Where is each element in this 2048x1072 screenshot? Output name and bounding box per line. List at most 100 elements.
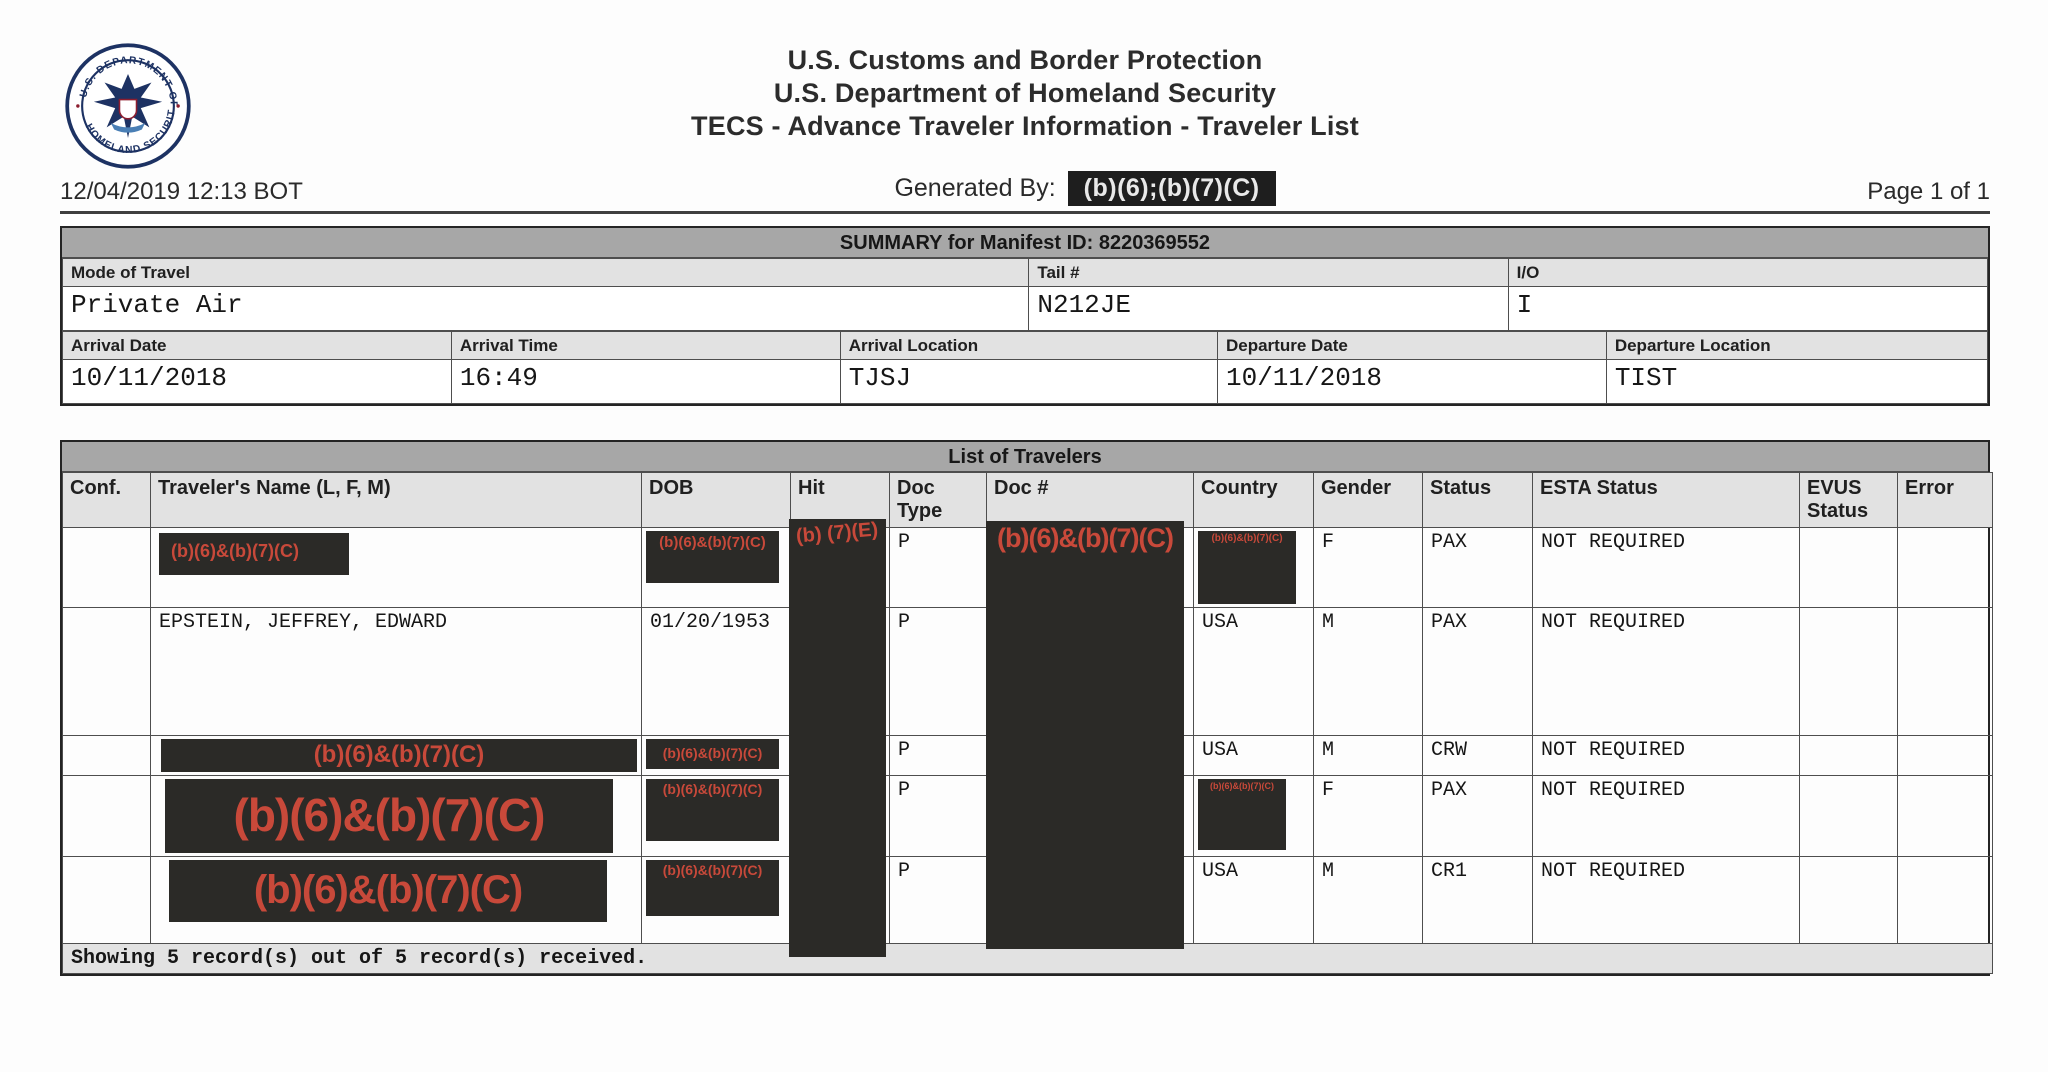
- country-redaction-box: (b)(6)&(b)(7)(C): [1198, 779, 1286, 850]
- travelers-footer-row: Showing 5 record(s) out of 5 record(s) r…: [62, 943, 1993, 974]
- document-title-block: U.S. Customs and Border Protection U.S. …: [60, 0, 1990, 143]
- cell-country: (b)(6)&(b)(7)(C): [1193, 527, 1314, 608]
- label-mode-of-travel: Mode of Travel: [61, 258, 1030, 287]
- label-arrival-time: Arrival Time: [450, 331, 841, 360]
- cell-dob: (b)(6)&(b)(7)(C): [641, 775, 791, 857]
- cell-conf: [62, 775, 151, 857]
- title-report: TECS - Advance Traveler Information - Tr…: [691, 111, 1359, 141]
- cell-conf: [62, 527, 151, 608]
- cell-esta: NOT REQUIRED: [1532, 856, 1800, 944]
- name-redaction-box: (b)(6)&(b)(7)(C): [161, 739, 637, 772]
- summary-row2-table: Arrival Date Arrival Time Arrival Locati…: [62, 331, 1989, 404]
- cell-doc-type: P: [889, 607, 987, 736]
- value-departure-location: TIST: [1605, 359, 1989, 404]
- cell-esta: NOT REQUIRED: [1532, 735, 1800, 776]
- cell-error: [1897, 527, 1993, 608]
- label-io: I/O: [1507, 258, 1989, 287]
- hit-redaction-text: (b) (7)(E): [795, 518, 880, 548]
- cell-evus: [1799, 775, 1898, 857]
- cell-doc-type: P: [889, 527, 987, 608]
- cell-gender: F: [1313, 527, 1423, 608]
- col-evus-status: EVUS Status: [1799, 472, 1898, 528]
- cell-status: PAX: [1422, 527, 1533, 608]
- cell-doc-type: P: [889, 775, 987, 857]
- cell-conf: [62, 856, 151, 944]
- col-country: Country: [1193, 472, 1314, 528]
- cell-doc-type: P: [889, 856, 987, 944]
- cell-country: USA: [1193, 856, 1314, 944]
- cell-conf: [62, 735, 151, 776]
- cell-evus: [1799, 527, 1898, 608]
- cell-status: PAX: [1422, 607, 1533, 736]
- cell-name: (b)(6)&(b)(7)(C): [150, 735, 642, 776]
- summary-table: SUMMARY for Manifest ID: 8220369552 Mode…: [60, 226, 1990, 406]
- cell-error: [1897, 856, 1993, 944]
- cell-dob: (b)(6)&(b)(7)(C): [641, 527, 791, 608]
- cell-esta: NOT REQUIRED: [1532, 527, 1800, 608]
- name-redaction-box: (b)(6)&(b)(7)(C): [169, 860, 607, 922]
- label-departure-date: Departure Date: [1216, 331, 1607, 360]
- dob-redaction-box: (b)(6)&(b)(7)(C): [646, 779, 779, 841]
- col-gender: Gender: [1313, 472, 1423, 528]
- col-conf: Conf.: [62, 472, 151, 528]
- traveler-row: (b)(6)&(b)(7)(C) (b)(6)&(b)(7)(C) P (b)(6)&…: [62, 527, 1993, 608]
- value-tail-number: N212JE: [1028, 286, 1509, 331]
- cell-gender: M: [1313, 856, 1423, 944]
- summary-row1-table: Mode of Travel Tail # I/O Private Air N2…: [61, 258, 1989, 331]
- cell-evus: [1799, 735, 1898, 776]
- info-row: 12/04/2019 12:13 BOT Generated By: (b)(6…: [60, 171, 1990, 214]
- cell-evus: [1799, 856, 1898, 944]
- generated-timestamp: 12/04/2019 12:13 BOT: [60, 178, 303, 205]
- travelers-header-row: Conf. Traveler's Name (L, F, M) DOB Hit …: [62, 472, 1993, 528]
- cell-status: CR1: [1422, 856, 1533, 944]
- travelers-title-bar: List of Travelers: [62, 442, 1988, 472]
- cell-esta: NOT REQUIRED: [1532, 775, 1800, 857]
- cell-country: (b)(6)&(b)(7)(C): [1193, 775, 1314, 857]
- name-redaction-box: (b)(6)&(b)(7)(C): [165, 779, 613, 853]
- cell-name: (b)(6)&(b)(7)(C): [150, 775, 642, 857]
- cell-gender: M: [1313, 607, 1423, 736]
- value-arrival-location: TJSJ: [839, 359, 1218, 404]
- title-agency: U.S. Customs and Border Protection: [787, 45, 1263, 75]
- cell-esta: NOT REQUIRED: [1532, 607, 1800, 736]
- cell-gender: F: [1313, 775, 1423, 857]
- country-redaction-box: (b)(6)&(b)(7)(C): [1198, 531, 1296, 604]
- cell-country: USA: [1193, 735, 1314, 776]
- generated-by-redaction: (b)(6);(b)(7)(C): [1067, 171, 1276, 206]
- document-content: U.S. DEPARTMENT OF HOMELAND SECURITY U.S…: [60, 0, 1993, 976]
- value-arrival-time: 16:49: [450, 359, 841, 404]
- dob-redaction-box: (b)(6)&(b)(7)(C): [646, 860, 779, 916]
- cell-status: CRW: [1422, 735, 1533, 776]
- col-esta-status: ESTA Status: [1532, 472, 1800, 528]
- label-departure-location: Departure Location: [1605, 331, 1989, 360]
- title-department: U.S. Department of Homeland Security: [773, 78, 1277, 108]
- cell-dob: (b)(6)&(b)(7)(C): [641, 735, 791, 776]
- travelers-table: List of Travelers Conf. Traveler's Name …: [60, 440, 1993, 976]
- col-doc-type: Doc Type: [889, 472, 987, 528]
- dhs-seal-icon: U.S. DEPARTMENT OF HOMELAND SECURITY: [64, 42, 191, 169]
- value-departure-date: 10/11/2018: [1216, 359, 1607, 404]
- value-arrival-date: 10/11/2018: [62, 359, 452, 404]
- cell-gender: M: [1313, 735, 1423, 776]
- col-doc-number: Doc #: [986, 472, 1194, 528]
- cell-name: (b)(6)&(b)(7)(C): [150, 856, 642, 944]
- cell-conf: [62, 607, 151, 736]
- cell-evus: [1799, 607, 1898, 736]
- value-io: I: [1507, 286, 1989, 331]
- cell-dob: 01/20/1953: [641, 607, 791, 736]
- label-tail-number: Tail #: [1028, 258, 1509, 287]
- col-traveler-name: Traveler's Name (L, F, M): [150, 472, 642, 528]
- generated-by-group: Generated By: (b)(6);(b)(7)(C): [894, 171, 1276, 206]
- doc-number-column-redaction: (b)(6)&(b)(7)(C): [986, 521, 1184, 949]
- col-dob: DOB: [641, 472, 791, 528]
- dob-redaction-box: (b)(6)&(b)(7)(C): [646, 531, 779, 583]
- cell-doc-type: P: [889, 735, 987, 776]
- cell-error: [1897, 775, 1993, 857]
- col-status: Status: [1422, 472, 1533, 528]
- record-count-text: Showing 5 record(s) out of 5 record(s) r…: [62, 943, 1993, 974]
- dob-redaction-box: (b)(6)&(b)(7)(C): [646, 739, 779, 769]
- cell-error: [1897, 607, 1993, 736]
- generated-by-label: Generated By:: [894, 174, 1056, 202]
- hit-column-redaction: (b) (7)(E): [789, 518, 886, 957]
